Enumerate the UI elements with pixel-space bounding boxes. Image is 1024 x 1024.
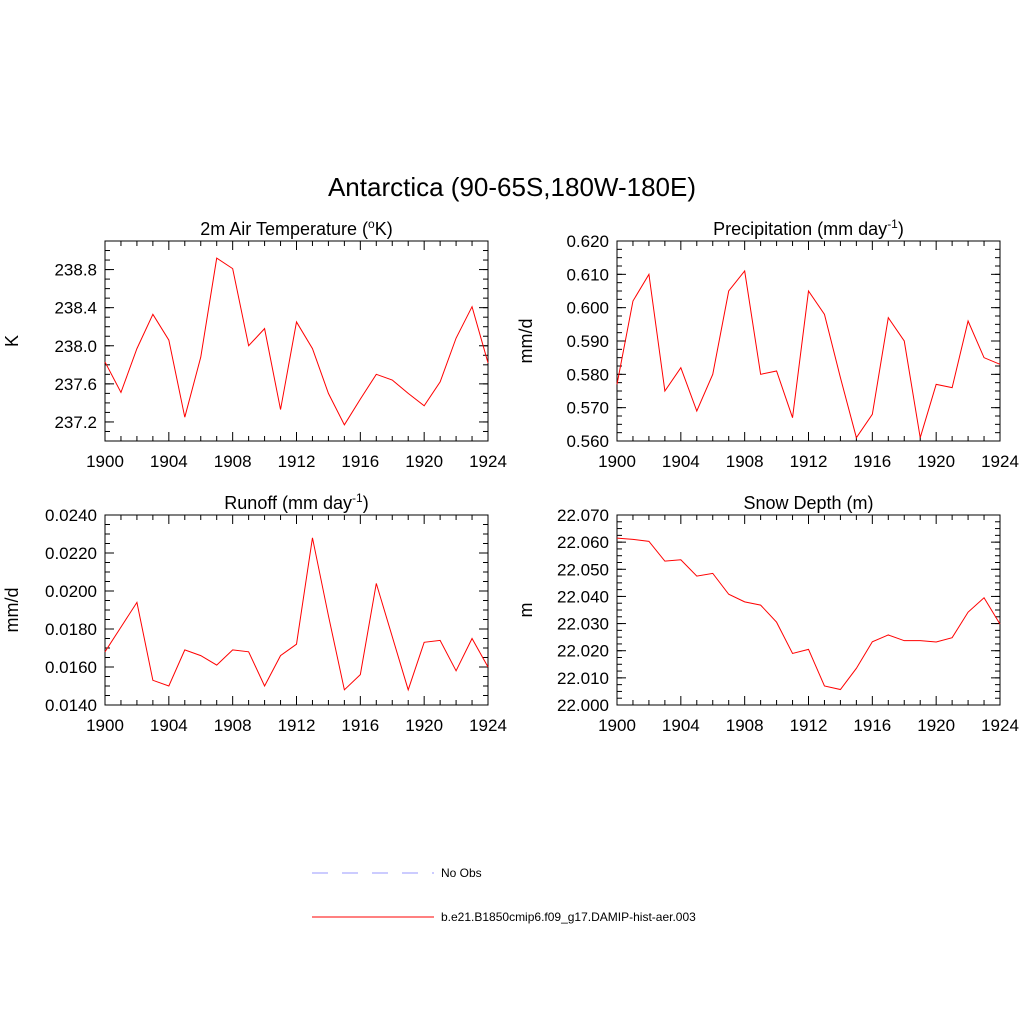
y-tick-label: 22.030 [557, 615, 609, 634]
legend-label: b.e21.B1850cmip6.f09_g17.DAMIP-hist-aer.… [441, 910, 696, 924]
y-tick-label: 22.020 [557, 642, 609, 661]
plot-frame [104, 240, 489, 442]
panel-title: Precipitation (mm day-1) [713, 217, 904, 239]
x-tick-label: 1912 [278, 716, 316, 735]
y-tick-label: 0.560 [566, 432, 609, 451]
legend: No Obs b.e21.B1850cmip6.f09_g17.DAMIP-his… [312, 866, 696, 924]
legend-label: No Obs [441, 866, 482, 880]
y-axis-label: mm/d [516, 319, 536, 364]
x-tick-label: 1924 [981, 716, 1019, 735]
panel-title-suffix: ) [898, 219, 904, 239]
y-tick-label: 0.0220 [45, 544, 97, 563]
x-tick-label: 1916 [853, 452, 891, 471]
y-tick-label: 22.010 [557, 669, 609, 688]
panel-2: Precipitation (mm day-1) mm/d 1900 1904 1908… [516, 217, 1019, 471]
x-tick-label: 1916 [341, 452, 379, 471]
y-tick-label: 22.060 [557, 533, 609, 552]
y-tick-label: 22.070 [557, 506, 609, 525]
panel-title-suffix: ) [363, 493, 369, 513]
x-tick-label: 1912 [790, 716, 828, 735]
panel-3: Runoff (mm day-1) mm/d 1900 1904 1908 1912 191… [2, 491, 507, 735]
panel-title-superscript: o [368, 217, 375, 231]
y-tick-label: 238.8 [54, 261, 97, 280]
y-tick-label: 0.0200 [45, 582, 97, 601]
series-line [104, 537, 489, 692]
y-tick-label: 0.0160 [45, 658, 97, 677]
y-tick-label: 0.570 [566, 399, 609, 418]
panel-title-main: Runoff (mm day [224, 493, 352, 513]
x-tick-label: 1908 [214, 452, 252, 471]
panel-title-suffix: K) [375, 219, 393, 239]
x-tick-label: 1908 [214, 716, 252, 735]
x-tick-label: 1900 [598, 716, 636, 735]
y-tick-label: 238.4 [54, 299, 97, 318]
panels: 2m Air Temperature (oK) K 1900 1904 1908 1912… [2, 217, 1019, 735]
x-tick-label: 1920 [917, 452, 955, 471]
y-tick-label: 0.0140 [45, 696, 97, 715]
panel-title-superscript: -1 [352, 491, 363, 505]
panel-4: Snow Depth (m) m 1900 1904 1908 1912 1916 1920 1… [516, 493, 1019, 735]
x-tick-label: 1924 [469, 452, 507, 471]
y-tick-label: 22.000 [557, 696, 609, 715]
y-tick-label: 0.0240 [45, 506, 97, 525]
y-tick-label: 237.6 [54, 375, 97, 394]
x-tick-label: 1900 [86, 716, 124, 735]
x-tick-label: 1916 [853, 716, 891, 735]
x-tick-label: 1900 [86, 452, 124, 471]
panel-title: Snow Depth (m) [743, 493, 873, 513]
x-tick-label: 1908 [726, 716, 764, 735]
y-tick-label: 22.050 [557, 560, 609, 579]
series-line [616, 537, 1001, 691]
x-tick-label: 1920 [405, 716, 443, 735]
x-tick-label: 1912 [278, 452, 316, 471]
y-tick-label: 0.610 [566, 265, 609, 284]
x-tick-label: 1916 [341, 716, 379, 735]
x-tick-label: 1904 [150, 716, 188, 735]
y-tick-label: 0.620 [566, 232, 609, 251]
y-tick-label: 22.040 [557, 587, 609, 606]
y-axis-label: m [516, 603, 536, 618]
y-tick-label: 0.600 [566, 299, 609, 318]
panel-1: 2m Air Temperature (oK) K 1900 1904 1908 1912… [2, 217, 507, 471]
series-line [104, 257, 489, 426]
y-tick-label: 0.580 [566, 365, 609, 384]
x-tick-label: 1904 [150, 452, 188, 471]
plot-frame [616, 514, 1001, 706]
x-tick-label: 1924 [469, 716, 507, 735]
y-axis-label: K [2, 335, 22, 347]
panel-title-superscript: -1 [887, 217, 898, 231]
plot-frame [616, 240, 1001, 442]
series-line [616, 269, 1001, 439]
plot-frame [104, 514, 489, 706]
x-tick-label: 1908 [726, 452, 764, 471]
x-tick-label: 1912 [790, 452, 828, 471]
x-tick-label: 1904 [662, 716, 700, 735]
panel-title: 2m Air Temperature (oK) [200, 217, 392, 239]
y-axis-label: mm/d [2, 588, 22, 633]
y-tick-label: 237.2 [54, 413, 97, 432]
panel-title: Runoff (mm day-1) [224, 491, 368, 513]
y-tick-label: 0.590 [566, 332, 609, 351]
panel-title-main: Precipitation (mm day [713, 219, 887, 239]
x-tick-label: 1920 [405, 452, 443, 471]
panel-title-main: 2m Air Temperature ( [200, 219, 368, 239]
x-tick-label: 1924 [981, 452, 1019, 471]
x-tick-label: 1900 [598, 452, 636, 471]
x-tick-label: 1904 [662, 452, 700, 471]
y-tick-label: 238.0 [54, 337, 97, 356]
figure-title: Antarctica (90-65S,180W-180E) [328, 172, 696, 202]
y-tick-label: 0.0180 [45, 620, 97, 639]
panel-title-main: Snow Depth (m) [743, 493, 873, 513]
x-tick-label: 1920 [917, 716, 955, 735]
